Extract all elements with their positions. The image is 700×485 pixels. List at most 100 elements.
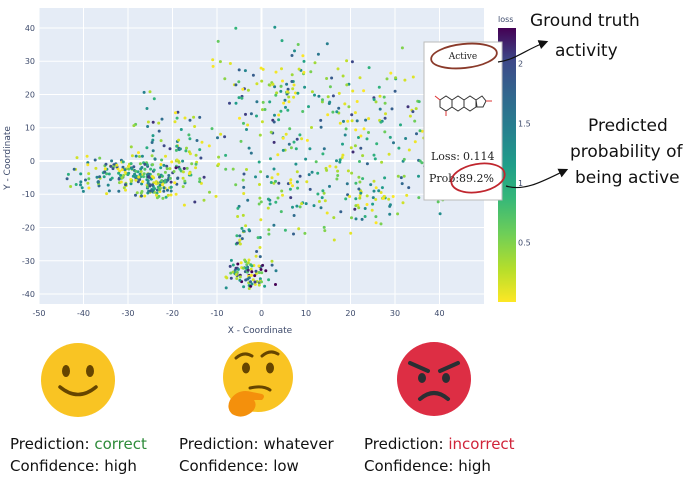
data-point[interactable] [162,163,166,167]
data-point[interactable] [257,271,261,274]
data-point[interactable] [258,255,262,259]
data-point[interactable] [244,112,247,116]
data-point[interactable] [377,85,381,89]
data-point[interactable] [166,193,170,197]
data-point[interactable] [241,87,245,91]
data-point[interactable] [126,173,130,177]
data-point[interactable] [350,60,354,64]
data-point[interactable] [150,175,154,178]
data-point[interactable] [179,128,183,131]
data-point[interactable] [402,157,406,161]
data-point[interactable] [183,116,187,120]
data-point[interactable] [236,267,240,271]
data-point[interactable] [293,49,296,53]
data-point[interactable] [388,135,392,139]
data-point[interactable] [289,181,293,185]
data-point[interactable] [323,199,327,203]
data-point[interactable] [335,110,339,114]
data-point[interactable] [172,170,176,173]
data-point[interactable] [198,148,202,152]
data-point[interactable] [277,181,281,185]
data-point[interactable] [218,60,222,64]
data-point[interactable] [151,138,155,142]
data-point[interactable] [400,182,404,186]
data-point[interactable] [289,146,293,150]
data-point[interactable] [294,147,298,151]
data-point[interactable] [415,132,418,136]
data-point[interactable] [254,254,258,258]
data-point[interactable] [328,164,332,168]
data-point[interactable] [358,196,362,200]
data-point[interactable] [354,217,358,221]
data-point[interactable] [145,146,149,150]
data-point[interactable] [391,195,395,198]
data-point[interactable] [257,264,261,268]
data-point[interactable] [322,147,326,151]
data-point[interactable] [190,162,194,166]
data-point[interactable] [291,205,294,209]
data-point[interactable] [165,164,169,168]
data-point[interactable] [290,73,294,77]
data-point[interactable] [168,147,172,151]
data-point[interactable] [285,90,289,94]
data-point[interactable] [163,180,167,184]
data-point[interactable] [338,158,342,162]
data-point[interactable] [181,159,185,163]
data-point[interactable] [289,196,293,200]
data-point[interactable] [66,172,70,176]
data-point[interactable] [273,85,277,89]
data-point[interactable] [342,119,345,123]
data-point[interactable] [238,234,242,238]
data-point[interactable] [383,101,387,105]
data-point[interactable] [154,193,158,197]
data-point[interactable] [400,46,404,50]
data-point[interactable] [357,175,361,179]
data-point[interactable] [407,186,411,190]
data-point[interactable] [357,206,361,210]
data-point[interactable] [349,231,353,235]
data-point[interactable] [96,180,100,184]
data-point[interactable] [164,154,167,158]
data-point[interactable] [387,152,391,156]
data-point[interactable] [214,194,218,198]
data-point[interactable] [354,204,358,208]
data-point[interactable] [374,198,378,201]
data-point[interactable] [247,258,251,262]
data-point[interactable] [136,170,140,174]
data-point[interactable] [305,138,309,142]
data-point[interactable] [187,172,191,176]
data-point[interactable] [274,269,278,273]
data-point[interactable] [258,183,261,186]
data-point[interactable] [279,89,283,93]
data-point[interactable] [169,180,173,184]
data-point[interactable] [267,83,271,87]
data-point[interactable] [274,200,278,204]
data-point[interactable] [246,198,250,202]
data-point[interactable] [341,74,345,78]
data-point[interactable] [354,181,358,185]
data-point[interactable] [103,167,107,171]
data-point[interactable] [295,204,299,208]
data-point[interactable] [138,155,141,158]
data-point[interactable] [247,287,251,290]
data-point[interactable] [107,189,111,193]
data-point[interactable] [270,176,274,180]
data-point[interactable] [231,167,235,171]
data-point[interactable] [316,171,320,175]
data-point[interactable] [408,114,412,118]
data-point[interactable] [401,201,405,205]
data-point[interactable] [79,183,82,187]
data-point[interactable] [268,100,272,104]
data-point[interactable] [364,118,368,122]
data-point[interactable] [336,67,340,71]
data-point[interactable] [340,156,344,160]
data-point[interactable] [129,182,133,186]
data-point[interactable] [250,282,254,286]
data-point[interactable] [341,142,344,146]
data-point[interactable] [258,277,262,281]
data-point[interactable] [254,269,258,273]
data-point[interactable] [295,137,299,141]
data-point[interactable] [337,106,341,110]
data-point[interactable] [397,146,401,150]
data-point[interactable] [210,127,214,131]
